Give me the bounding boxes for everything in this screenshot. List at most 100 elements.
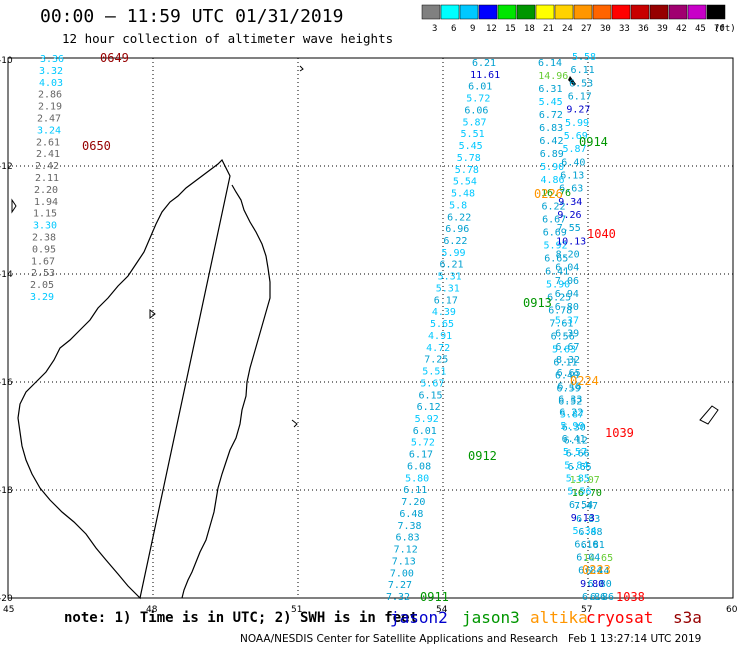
legend-unit-label: (ft) — [714, 24, 736, 34]
value-track-c-12: 9.26 — [557, 210, 581, 221]
lon-label-57: 57 — [581, 605, 592, 615]
value-track-a-36: 6.11 — [403, 485, 427, 496]
value-track-b-8: 5.90 — [540, 162, 564, 173]
pass-label-0912: 0912 — [468, 449, 497, 463]
mauritius-island — [699, 405, 719, 425]
value-track-a-31: 6.01 — [413, 426, 437, 437]
color-legend: 3 6 9 12 15 18 21 24 27 30 33 36 39 42 45 70(ft) — [421, 4, 736, 34]
value-track-c-13: 7.55 — [557, 223, 581, 234]
value-track-b-31: 6.65 — [568, 462, 592, 473]
value-track-b-25: 6.59 — [557, 384, 581, 395]
value-track-a-0: 6.21 — [472, 58, 496, 69]
value-track-b-0: 6.14 — [538, 58, 562, 69]
pass-label-1039: 1039 — [605, 426, 634, 440]
value-west-18: 2.53 — [31, 268, 55, 279]
value-track-c-32: 5.85 — [566, 473, 590, 484]
value-track-a-34: 6.08 — [407, 461, 431, 472]
value-track-b-35: 6.83 — [576, 514, 600, 525]
legend-swatch-30 — [592, 4, 612, 20]
pass-label-0224: 0224 — [570, 374, 599, 388]
satellite-jason3: jason3 — [462, 608, 520, 627]
legend-swatch-18 — [516, 4, 536, 20]
value-track-c-23: 8.32 — [556, 355, 580, 366]
value-track-c-1: 6.11 — [571, 65, 595, 76]
value-track-c-21: 6.39 — [555, 329, 579, 340]
legend-label-42: 42 — [676, 24, 687, 34]
value-track-c-18: 6.94 — [555, 289, 579, 300]
legend-label-24: 24 — [562, 24, 573, 34]
value-track-b-5: 6.83 — [539, 123, 563, 134]
value-track-a-40: 6.83 — [396, 533, 420, 544]
value-west-19: 2.05 — [30, 280, 54, 291]
small-islands — [11, 65, 304, 428]
value-track-c-16: 6.04 — [555, 263, 579, 274]
value-west-20: 3.29 — [30, 292, 54, 303]
value-track-a-26: 5.51 — [422, 367, 446, 378]
value-west-11: 2.20 — [34, 185, 58, 196]
value-track-c-29: 6.41 — [562, 434, 586, 445]
value-track-b-41: 6.86 — [590, 592, 614, 603]
value-track-b-17: 5.90 — [546, 279, 570, 290]
satellite-altika: altika — [530, 608, 588, 627]
value-track-c-33: 5.56 — [567, 487, 591, 498]
value-track-b-33: 16.70 — [572, 488, 602, 499]
legend-label-21: 21 — [543, 24, 554, 34]
legend-label-33: 33 — [619, 24, 630, 34]
value-track-b-39: 6.44 — [585, 566, 609, 577]
value-track-a-23: 4.91 — [428, 331, 452, 342]
pass-label-0650: 0650 — [82, 139, 111, 153]
value-track-a-30: 5.92 — [415, 414, 439, 425]
lat-label-m18: -18 — [0, 486, 13, 496]
value-track-a-39: 7.38 — [397, 521, 421, 532]
lon-label-60: 60 — [726, 605, 738, 615]
legend-label-70: 70 — [714, 24, 725, 34]
value-track-b-40: 6.80 — [588, 579, 612, 590]
value-track-a-7: 5.45 — [459, 141, 483, 152]
legend-label-45: 45 — [695, 24, 706, 34]
map-frame — [7, 57, 734, 599]
value-track-c-17: 7.06 — [555, 276, 579, 287]
value-west-3: 2.86 — [38, 90, 62, 101]
value-west-10: 2.11 — [35, 173, 59, 184]
value-track-a-42: 7.13 — [392, 556, 416, 567]
value-track-c-5: 5.99 — [565, 118, 589, 129]
value-track-c-30: 5.57 — [563, 447, 587, 458]
value-track-a-1: 11.61 — [470, 70, 500, 81]
madagascar-coastline — [17, 158, 271, 600]
value-track-a-3: 5.72 — [466, 94, 490, 105]
value-track-a-11: 5.48 — [451, 189, 475, 200]
value-west-4: 2.19 — [38, 102, 62, 113]
value-track-a-35: 5.80 — [405, 473, 429, 484]
value-track-a-41: 7.12 — [394, 545, 418, 556]
lat-label-m20: -20 — [0, 594, 13, 604]
legend-label-30: 30 — [600, 24, 611, 34]
value-track-a-20: 6.17 — [434, 295, 458, 306]
footnote: note: 1) Time is in UTC; 2) SWH is in fe… — [64, 610, 419, 626]
value-track-c-35: 9.13 — [571, 513, 595, 524]
value-track-c-9: 6.13 — [560, 171, 584, 182]
value-track-b-11: 6.22 — [541, 201, 565, 212]
legend-swatch-27 — [573, 4, 593, 20]
value-track-a-2: 6.01 — [468, 82, 492, 93]
value-track-c-38: 6.04 — [576, 552, 600, 563]
value-track-b-22: 5.63 — [552, 345, 576, 356]
value-track-a-13: 6.22 — [447, 212, 471, 223]
value-track-a-28: 6.15 — [418, 390, 442, 401]
value-track-b-28: 6.30 — [562, 423, 586, 434]
wave-height-values: 3.363.324.032.862.192.473.242.612.412.42… — [30, 52, 614, 603]
value-track-c-34: 6.54 — [569, 500, 593, 511]
lon-label-45: 45 — [3, 605, 14, 615]
value-west-14: 3.30 — [33, 221, 57, 232]
value-track-c-39: 6.84 — [578, 566, 602, 577]
value-track-b-1: 14.96 — [538, 71, 568, 82]
value-track-c-41: 6.86 — [582, 592, 606, 603]
value-track-a-43: 7.00 — [390, 568, 414, 579]
value-track-b-7: 6.89 — [540, 149, 564, 160]
value-track-a-18: 5.31 — [438, 272, 462, 283]
pass-time-labels: 0649 0650 0914 0226 1040 0913 0224 1039 0912 0223… — [82, 51, 645, 604]
satellite-jason2: jason2 — [390, 608, 448, 627]
value-track-b-9: 4.86 — [541, 175, 565, 186]
value-track-a-44: 7.27 — [388, 580, 412, 591]
value-track-a-17: 6.21 — [440, 260, 464, 271]
